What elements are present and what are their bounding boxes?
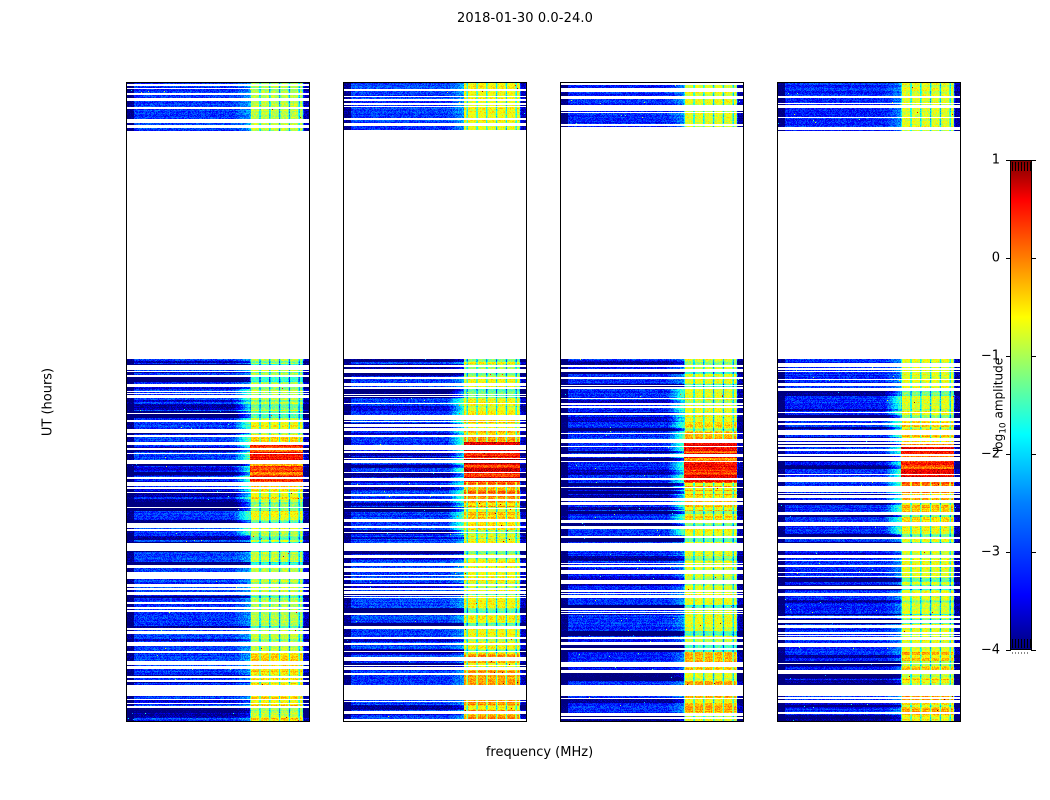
x-tick-yx-350 xyxy=(869,721,870,722)
x-tick-xx-350 xyxy=(218,721,219,722)
x-tick-xy-335 xyxy=(609,721,610,722)
y-tick-xx-20 xyxy=(126,190,127,191)
panel-xy[interactable]: XY, V0*V10=EA23*EA2032033535036538005101… xyxy=(560,82,744,722)
colorbar-label-rest: amplitude xyxy=(991,357,1006,423)
heatmap-xy xyxy=(561,83,743,721)
y-tick-right-yy-20 xyxy=(526,190,527,191)
x-tick-yx-380 xyxy=(954,721,955,722)
x-tick-yx-320 xyxy=(784,721,785,722)
panel-yx[interactable]: YX, V0*V10=EA23*EA2032033535036538005101… xyxy=(777,82,961,722)
y-tick-right-xy-5 xyxy=(743,590,744,591)
colorbar-tick-right--2 xyxy=(1031,454,1036,455)
y-tick-xy-20 xyxy=(560,190,561,191)
x-tick-xx-380 xyxy=(303,721,304,722)
y-tick-right-xx-15 xyxy=(309,323,310,324)
panel-yy[interactable]: YY, V0*V10=EA23*EA2032033535036538005101… xyxy=(343,82,527,722)
x-tick-yx-335 xyxy=(826,721,827,722)
y-tick-xy-15 xyxy=(560,323,561,324)
x-tick-yy-350 xyxy=(435,721,436,722)
colorbar-tick-label--4: −4 xyxy=(980,642,1000,658)
colorbar[interactable]: −4 −3 −2 −1 0 1 xyxy=(981,153,1036,658)
x-tick-yx-365 xyxy=(911,721,912,722)
colorbar-axis-label: log10 amplitude xyxy=(991,358,1008,452)
y-tick-yx-10 xyxy=(777,456,778,457)
colorbar-tick-label--1: −1 xyxy=(980,348,1000,364)
colorbar-tick--2 xyxy=(1006,454,1011,455)
panel-xx[interactable]: XX, V0*V10=EA23*EA2032033535036538005101… xyxy=(126,82,310,722)
colorbar-tick-label-1: 1 xyxy=(991,152,1000,168)
y-tick-xx-15 xyxy=(126,323,127,324)
y-tick-xx-10 xyxy=(126,456,127,457)
colorbar-tick-0 xyxy=(1006,258,1011,259)
y-tick-xx-5 xyxy=(126,590,127,591)
colorbar-tick--3 xyxy=(1006,552,1011,553)
y-tick-yx-5 xyxy=(777,590,778,591)
colorbar-tick-right--4 xyxy=(1031,650,1036,651)
x-tick-xy-350 xyxy=(652,721,653,722)
y-tick-right-yx-5 xyxy=(960,590,961,591)
x-tick-xx-335 xyxy=(175,721,176,722)
y-tick-xy-10 xyxy=(560,456,561,457)
colorbar-tick-label-0: 0 xyxy=(991,250,1000,266)
colorbar-tick--1 xyxy=(1006,356,1011,357)
colorbar-extend-top xyxy=(1012,162,1032,171)
x-tick-yy-380 xyxy=(520,721,521,722)
colorbar-tick-right--3 xyxy=(1031,552,1036,553)
colorbar-gradient xyxy=(1010,160,1032,650)
x-tick-yy-320 xyxy=(350,721,351,722)
colorbar-label-base: log xyxy=(991,433,1006,453)
heatmap-xx xyxy=(127,83,309,721)
colorbar-extend-bottom xyxy=(1012,639,1032,648)
y-tick-right-yy-10 xyxy=(526,456,527,457)
y-tick-yy-10 xyxy=(343,456,344,457)
y-tick-right-xy-15 xyxy=(743,323,744,324)
y-tick-right-xx-5 xyxy=(309,590,310,591)
y-tick-yy-20 xyxy=(343,190,344,191)
y-tick-right-yx-15 xyxy=(960,323,961,324)
y-tick-right-yy-5 xyxy=(526,590,527,591)
x-tick-xy-320 xyxy=(567,721,568,722)
x-tick-xy-365 xyxy=(694,721,695,722)
y-tick-right-xx-20 xyxy=(309,190,310,191)
y-tick-xy-5 xyxy=(560,590,561,591)
x-tick-xx-320 xyxy=(133,721,134,722)
y-tick-yy-5 xyxy=(343,590,344,591)
colorbar-label-sub: 10 xyxy=(998,422,1009,434)
colorbar-tick-label--3: −3 xyxy=(980,544,1000,560)
y-tick-right-xx-10 xyxy=(309,456,310,457)
heatmap-yy xyxy=(344,83,526,721)
y-tick-right-xy-20 xyxy=(743,190,744,191)
x-axis-label: frequency (MHz) xyxy=(485,745,594,760)
y-tick-yx-15 xyxy=(777,323,778,324)
x-tick-xx-365 xyxy=(260,721,261,722)
colorbar-tick-label--2: −2 xyxy=(980,446,1000,462)
x-tick-xy-380 xyxy=(737,721,738,722)
colorbar-tick--4 xyxy=(1006,650,1011,651)
y-tick-right-xy-10 xyxy=(743,456,744,457)
y-tick-right-yx-20 xyxy=(960,190,961,191)
x-tick-yy-365 xyxy=(477,721,478,722)
y-tick-yx-20 xyxy=(777,190,778,191)
colorbar-tick-right--1 xyxy=(1031,356,1036,357)
colorbar-tick-right-1 xyxy=(1031,160,1036,161)
y-axis-label: UT (hours) xyxy=(40,367,56,437)
colorbar-tick-1 xyxy=(1006,160,1011,161)
figure-suptitle: 2018-01-30 0.0-24.0 xyxy=(457,11,593,26)
y-tick-right-yy-15 xyxy=(526,323,527,324)
colorbar-underline xyxy=(1012,652,1030,654)
heatmap-yx xyxy=(778,83,960,721)
y-tick-yy-15 xyxy=(343,323,344,324)
colorbar-tick-right-0 xyxy=(1031,258,1036,259)
y-tick-right-yx-10 xyxy=(960,456,961,457)
x-tick-yy-335 xyxy=(392,721,393,722)
